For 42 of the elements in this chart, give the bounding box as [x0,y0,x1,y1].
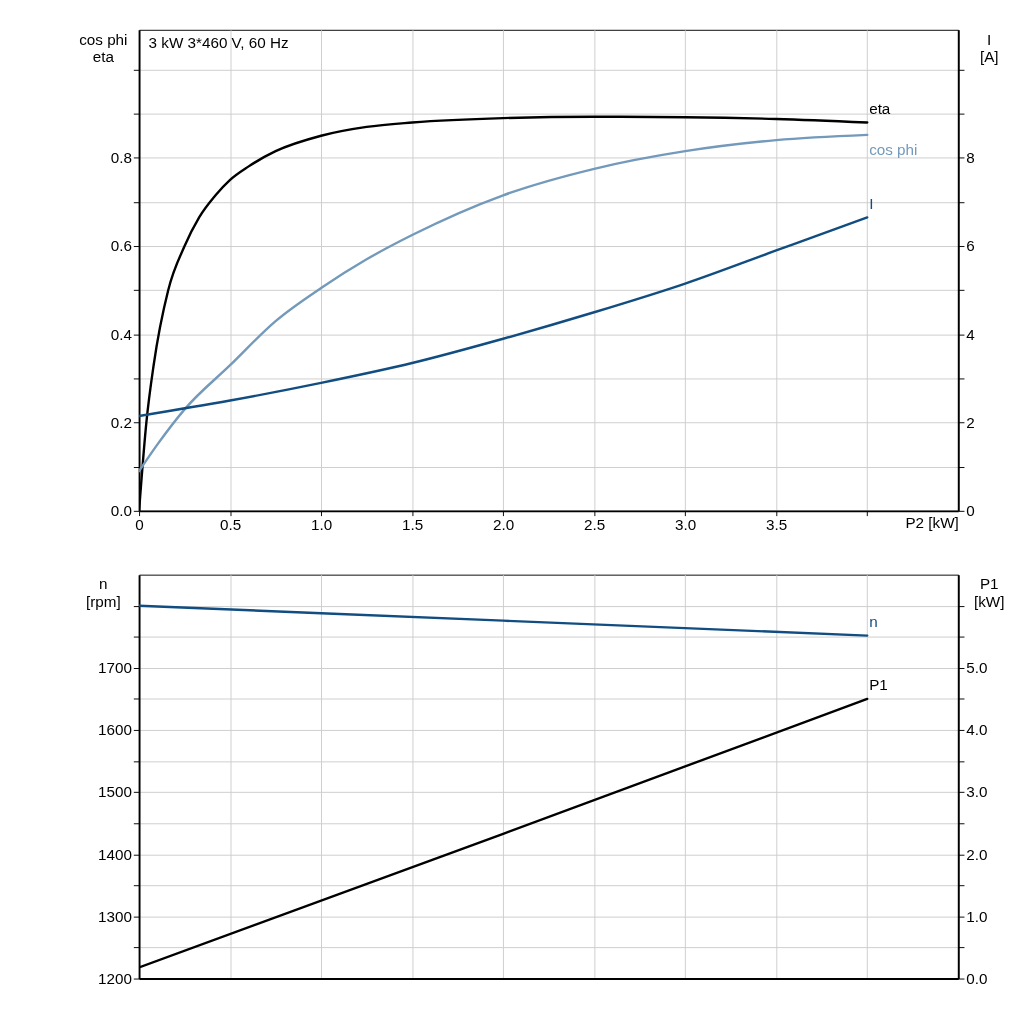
series-label: eta [869,99,891,117]
y-axis-title: cos phi eta [79,30,128,65]
series-label: I [869,194,874,212]
y-tick-label: 1700 [98,659,132,677]
y-tick-label: 1600 [98,721,132,739]
chart-title: 3 kW 3*460 V, 60 Hz [148,33,289,51]
x-tick-label: 1.5 [402,516,424,534]
y-tick-label: 0.6 [110,237,132,255]
y2-tick-label: 0 [966,502,975,520]
x-tick-label: 2.0 [493,516,515,534]
x-axis-title: P2 [kW] [905,514,959,532]
y2-tick-label: 0.0 [966,969,988,987]
series-label: P1 [869,676,888,694]
y2-tick-label: 2 [966,413,975,431]
x-tick-label: 3.5 [766,516,788,534]
y2-axis-title: I [A] [979,30,999,65]
y-tick-label: 0.8 [110,149,132,167]
y-tick-label: 1200 [98,969,132,987]
y2-tick-label: 8 [966,149,975,167]
x-tick-label: 2.5 [584,516,606,534]
y-axis-title: n [rpm] [86,575,121,610]
series-label: cos phi [869,140,918,158]
x-tick-label: 0 [135,516,144,534]
y-tick-label: 0.2 [110,413,132,431]
y-tick-label: 1500 [98,783,132,801]
x-tick-label: 3.0 [675,516,697,534]
y2-tick-label: 2.0 [966,845,988,863]
y-tick-label: 0.0 [110,502,132,520]
y2-tick-label: 4.0 [966,721,988,739]
y2-axis-title: P1 [kW] [974,575,1005,610]
line-series [139,216,869,418]
y-tick-label: 0.4 [110,325,133,343]
series-label: n [869,613,878,630]
y2-tick-label: 1.0 [966,907,988,925]
y-tick-label: 1300 [98,907,132,925]
y2-tick-label: 3.0 [966,783,988,801]
x-tick-label: 0.5 [219,516,242,534]
y-tick-label: 1400 [98,845,132,863]
x-tick-label: 1.0 [311,516,333,534]
y2-tick-label: 4 [966,325,976,343]
y2-tick-label: 6 [966,237,975,255]
y2-tick-label: 5.0 [966,659,988,677]
